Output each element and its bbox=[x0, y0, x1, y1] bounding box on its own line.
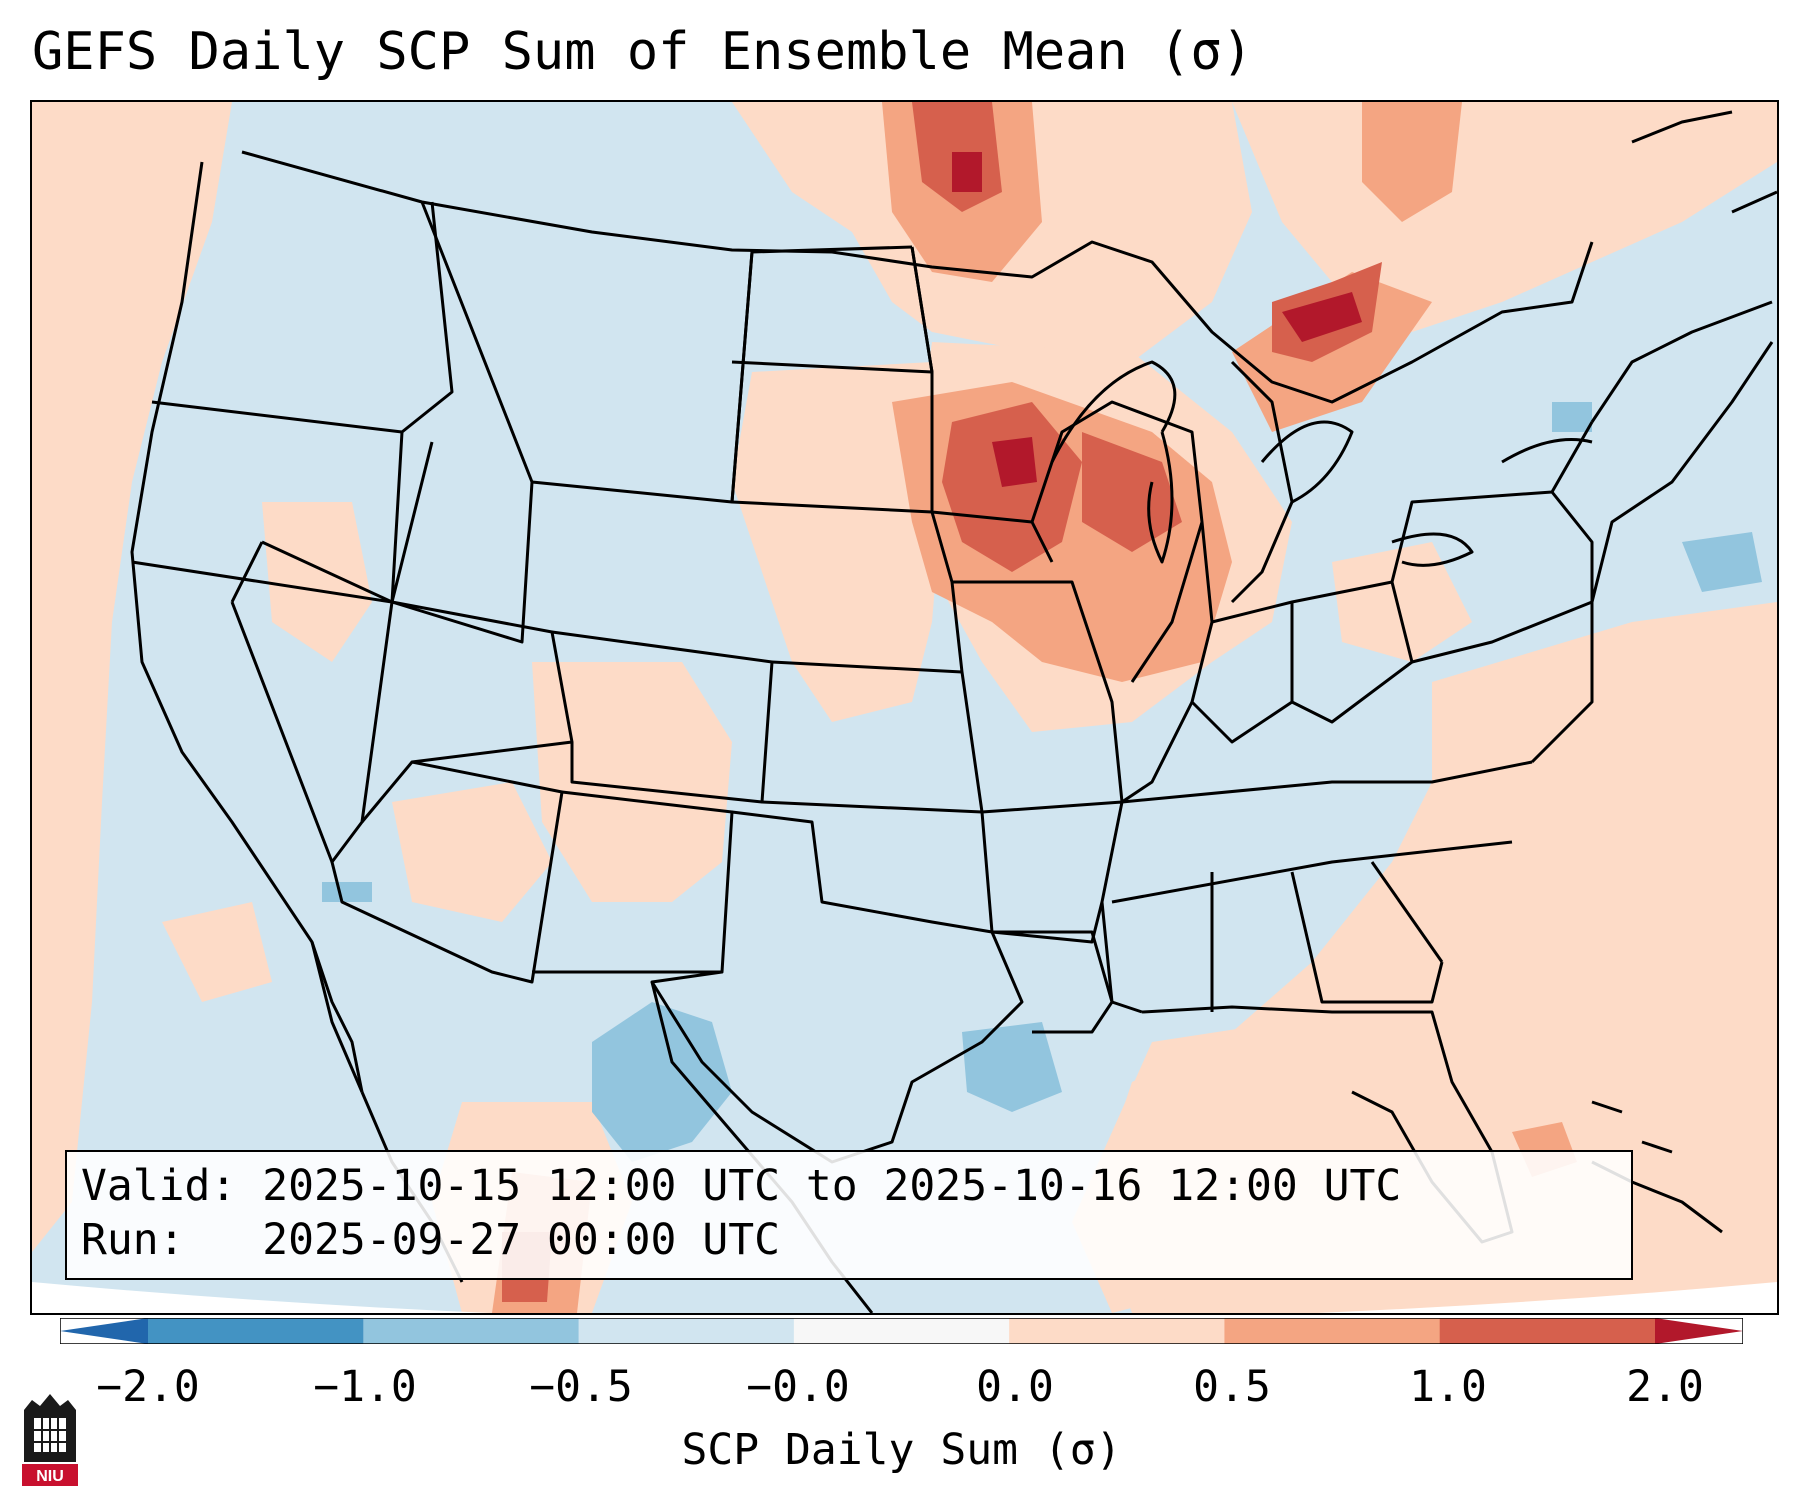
negative-regions bbox=[322, 402, 1762, 1162]
map-panel bbox=[30, 100, 1779, 1315]
colorbar-bin bbox=[60, 1318, 148, 1344]
colorbar-tick-label: 2.0 bbox=[1626, 1362, 1704, 1412]
colorbar-tick-label: 1.0 bbox=[1409, 1362, 1487, 1412]
colorbar-bin bbox=[578, 1318, 795, 1344]
colorbar-tick-label: −2.0 bbox=[96, 1362, 200, 1412]
colorbar-bin bbox=[1655, 1318, 1743, 1344]
colorbar-bin bbox=[363, 1318, 580, 1344]
anomaly-map bbox=[32, 102, 1777, 1313]
colorbar-tick-label: 0.0 bbox=[976, 1362, 1054, 1412]
run-line: Run: 2025-09-27 00:00 UTC bbox=[81, 1215, 780, 1265]
logo-text: NIU bbox=[36, 1468, 64, 1485]
colorbar-bin bbox=[1224, 1318, 1441, 1344]
colorbar-tick-label: −0.5 bbox=[529, 1362, 633, 1412]
colorbar-bin bbox=[793, 1318, 1010, 1344]
info-box: Valid: 2025-10-15 12:00 UTC to 2025-10-1… bbox=[65, 1150, 1633, 1280]
colorbar-tick-label: −0.0 bbox=[746, 1362, 850, 1412]
colorbar bbox=[60, 1318, 1743, 1344]
state-borders bbox=[130, 110, 1777, 1313]
outside-domain bbox=[32, 1282, 1777, 1313]
colorbar-tick-label: 0.5 bbox=[1193, 1362, 1271, 1412]
colorbar-bin bbox=[1439, 1318, 1656, 1344]
chart-title: GEFS Daily SCP Sum of Ensemble Mean (σ) bbox=[32, 22, 1253, 82]
valid-line: Valid: 2025-10-15 12:00 UTC to 2025-10-1… bbox=[81, 1161, 1402, 1211]
niu-logo: NIU bbox=[22, 1394, 78, 1486]
colorbar-bin bbox=[148, 1318, 364, 1344]
positive-max-regions bbox=[952, 152, 1362, 487]
colorbar-label: SCP Daily Sum (σ) bbox=[681, 1425, 1122, 1475]
colorbar-tick-label: −1.0 bbox=[313, 1362, 417, 1412]
colorbar-bin bbox=[1009, 1318, 1225, 1344]
